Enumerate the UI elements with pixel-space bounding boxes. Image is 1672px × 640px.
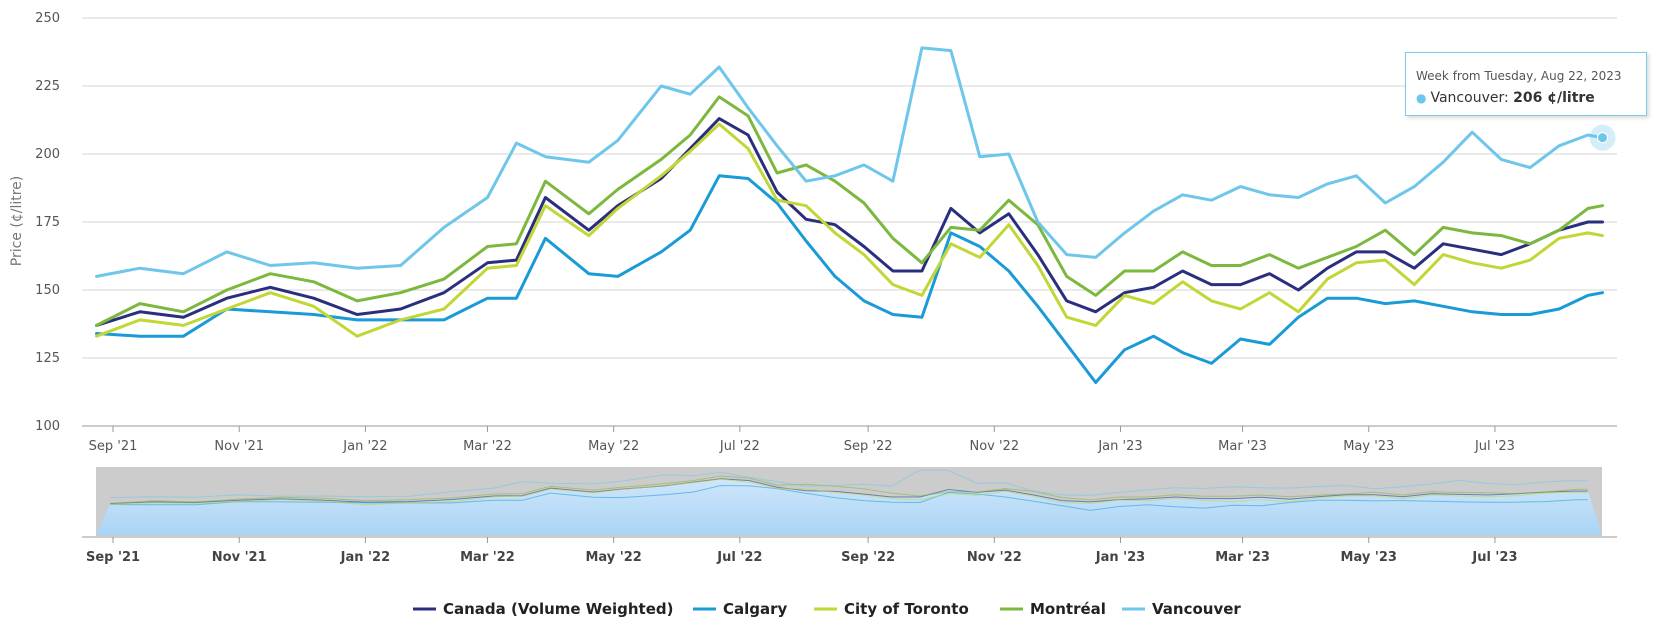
navigator-series-line [110,478,1588,506]
y-tick-label: 200 [35,147,60,162]
x-axis: Sep '21 Nov '21 Jan '22 Mar '22 May '22 Jul '… [82,425,1617,454]
x-tick-label: Jul '23 [1474,439,1515,454]
x-tick-label: Sep '21 [89,439,138,454]
series-line-city-of-toronto [95,122,1604,338]
hover-point [1597,132,1609,144]
legend-label: Montréal [1030,600,1106,618]
tooltip-line: ● Vancouver: 206 ¢/litre [1416,90,1595,106]
navigator-series-line [110,478,1588,504]
navigator-tick-label: Jul '23 [1471,550,1517,565]
legend-label: Canada (Volume Weighted) [443,600,674,618]
y-axis-title: Price (¢/litre) [9,176,25,266]
legend-item-montr-al[interactable]: Montréal [1000,600,1106,618]
legend-label: City of Toronto [844,600,969,618]
grid-layer [82,17,1617,427]
navigator-series-line [110,484,1588,511]
navigator-tick-label: Mar '23 [1215,550,1270,565]
navigator-tick-label: Mar '22 [460,550,515,565]
y-tick-label: 125 [35,351,60,366]
navigator-series-line [110,475,1588,504]
legend: Canada (Volume Weighted) Calgary City of T… [413,600,1241,618]
x-tick-label: Nov '22 [969,439,1019,454]
series-line-canada-volume-weighted- [95,117,1604,327]
navigator-tick-label: Jan '22 [340,550,390,565]
series-line-calgary [95,174,1604,384]
tooltip-series-name: Vancouver [1430,90,1504,106]
legend-item-vancouver[interactable]: Vancouver [1122,600,1241,618]
navigator-tick-label: Sep '22 [841,550,895,565]
navigator-area [96,478,1602,535]
x-tick-label: Jan '22 [342,439,387,454]
navigator-tick-label: Jul '22 [716,550,762,565]
y-tick-label: 150 [35,283,60,298]
legend-label: Vancouver [1152,600,1241,618]
series-line-montr-al [95,95,1604,327]
y-tick-label: 225 [35,79,60,94]
navigator[interactable]: Sep '21 Nov '21 Jan '22 Mar '22 May '22 Jul '… [82,467,1617,565]
x-tick-label: Jul '22 [719,439,760,454]
series-layer [95,46,1604,384]
y-tick-label: 250 [35,11,60,26]
hover-marker-layer [1589,124,1616,151]
navigator-tick-label: May '23 [1341,550,1397,565]
x-tick-label: Mar '22 [463,439,512,454]
tooltip-series-dot-icon: ● [1416,91,1427,105]
legend-label: Calgary [723,600,788,618]
navigator-tick-label: Nov '21 [212,550,267,565]
x-tick-label: May '23 [1343,439,1394,454]
x-tick-label: Mar '23 [1218,439,1267,454]
x-tick-label: Jan '23 [1097,439,1142,454]
legend-item-canada-volume-weighted-[interactable]: Canada (Volume Weighted) [413,600,674,618]
legend-item-calgary[interactable]: Calgary [693,600,788,618]
x-tick-label: May '22 [588,439,639,454]
y-axis: 100 125 150 175 200 225 250 [35,11,60,434]
navigator-tick-label: Sep '21 [86,550,140,565]
tooltip-value: 206 ¢/litre [1513,90,1595,106]
y-tick-label: 100 [35,419,60,434]
tooltip-header: Week from Tuesday, Aug 22, 2023 [1416,69,1622,83]
navigator-tick-label: Nov '22 [967,550,1022,565]
navigator-tick-label: Jan '23 [1095,550,1145,565]
x-tick-label: Sep '22 [844,439,893,454]
series-line-vancouver [95,46,1604,278]
navigator-tick-label: May '22 [585,550,641,565]
navigator-series-line [110,469,1588,499]
x-tick-label: Nov '21 [214,439,264,454]
y-tick-label: 175 [35,215,60,230]
tooltip: Week from Tuesday, Aug 22, 2023 ● Vancouv… [1405,52,1647,116]
legend-item-city-of-toronto[interactable]: City of Toronto [814,600,969,618]
